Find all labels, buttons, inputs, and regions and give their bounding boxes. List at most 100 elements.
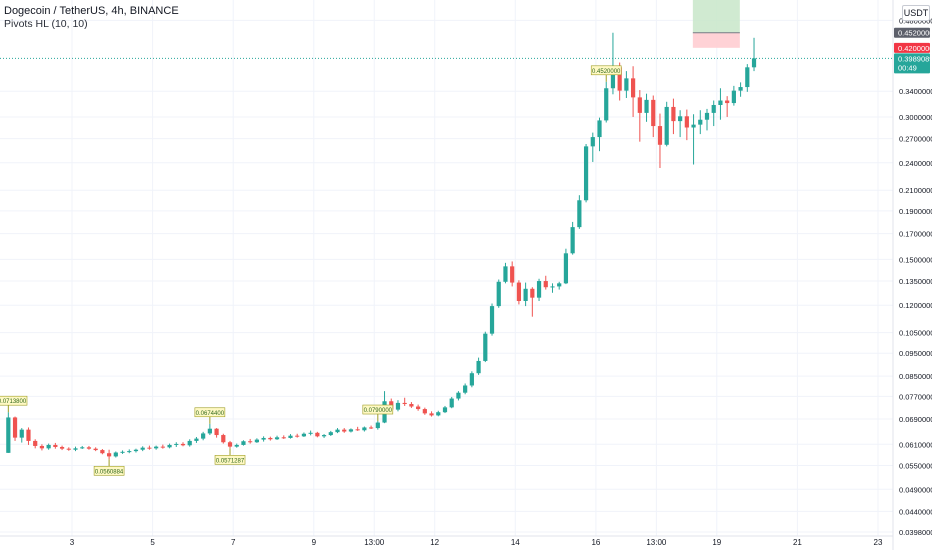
- candle: [342, 428, 347, 433]
- candle: [449, 396, 454, 409]
- candle-body: [147, 447, 152, 449]
- time-axis: 3 5 7 9 13:00 12 14 16 13:00 19 21 23: [70, 538, 883, 547]
- candle-body: [416, 406, 421, 410]
- candle-body: [456, 392, 461, 399]
- candle: [476, 357, 481, 375]
- candle: [631, 66, 636, 117]
- target-zone: [692, 0, 740, 33]
- candle: [321, 434, 327, 438]
- candle: [590, 132, 595, 162]
- candle: [671, 98, 676, 135]
- price-badge-entry: 0.4520000: [894, 27, 932, 38]
- candle: [644, 93, 649, 122]
- candle: [26, 427, 31, 445]
- candle-body: [154, 446, 159, 449]
- candle: [241, 440, 246, 446]
- price-tick-label: 0.0610000: [899, 440, 932, 449]
- candle-body: [315, 432, 320, 437]
- candle: [362, 426, 367, 432]
- stop-zone: [692, 32, 740, 48]
- candle: [147, 445, 152, 450]
- candle: [12, 416, 18, 441]
- candle-body: [66, 448, 71, 450]
- candle: [154, 445, 159, 450]
- candle-body: [550, 286, 555, 288]
- candle: [46, 443, 51, 450]
- candle: [409, 402, 414, 408]
- price-tick-label: 0.1500000: [899, 255, 932, 264]
- candle: [442, 405, 448, 414]
- candle-body: [651, 99, 656, 127]
- price-badge-text: 0.3989089: [898, 54, 932, 63]
- candle-body: [745, 67, 750, 88]
- price-badge-countdown: 00:49: [898, 63, 917, 72]
- candle: [651, 95, 656, 138]
- price-tick-label: 0.0490000: [899, 485, 932, 494]
- candle-body: [241, 441, 246, 445]
- currency-button[interactable]: USDT: [902, 5, 930, 21]
- candle-body: [140, 447, 145, 450]
- candle: [469, 371, 474, 388]
- candle: [234, 443, 239, 448]
- candle: [106, 449, 112, 460]
- candle-body: [395, 402, 401, 410]
- candle: [113, 451, 118, 458]
- price-badge-bg: [894, 42, 930, 53]
- candle-body: [449, 398, 454, 408]
- candle-body: [664, 106, 669, 145]
- candle-body: [516, 282, 521, 301]
- candle: [248, 438, 253, 444]
- candle: [678, 110, 683, 138]
- candle-body: [93, 448, 98, 451]
- candle-body: [106, 453, 112, 457]
- candle-body: [335, 429, 340, 433]
- price-badge-bg: [894, 27, 930, 38]
- candle-body: [684, 116, 689, 128]
- candle-body: [33, 440, 38, 446]
- candle: [80, 445, 85, 450]
- candle: [738, 82, 743, 97]
- candle-body: [6, 417, 11, 453]
- candle-body: [127, 451, 132, 453]
- candle: [207, 423, 212, 436]
- price-tick-label: 0.1900000: [899, 207, 932, 216]
- pivot-label-box: [93, 465, 125, 476]
- pivot-label-box: [194, 407, 226, 418]
- candle-body: [180, 443, 186, 446]
- candle-body: [725, 100, 730, 104]
- pivot-label-text: 0.0790000: [364, 408, 393, 414]
- candle: [483, 331, 488, 363]
- candle-body: [751, 58, 757, 68]
- price-tick-label: 0.0440000: [899, 507, 932, 516]
- candle: [180, 442, 186, 447]
- candle: [160, 444, 165, 449]
- candle: [59, 445, 65, 451]
- time-tick-label: 14: [511, 538, 520, 547]
- candle: [691, 114, 696, 165]
- candle-body: [321, 435, 327, 437]
- time-tick-label: 13:00: [364, 538, 385, 547]
- price-tick-label: 0.3000000: [899, 113, 932, 122]
- candle: [725, 96, 730, 117]
- candle: [86, 445, 92, 450]
- price-tick-label: 0.0850000: [899, 372, 932, 381]
- candle-body: [617, 67, 622, 91]
- price-badge-text: 0.4520000: [898, 29, 932, 38]
- candle: [597, 117, 602, 152]
- price-tick-label: 0.0950000: [899, 349, 932, 358]
- candle: [745, 64, 750, 92]
- candle: [308, 430, 313, 436]
- candle-body: [133, 449, 139, 452]
- price-tick-label: 0.0398000: [899, 528, 932, 537]
- candle-body: [503, 266, 508, 282]
- candle-body: [227, 442, 233, 447]
- candle: [221, 433, 226, 444]
- indicator-title: Pivots HL (10, 10): [4, 18, 88, 30]
- candle-body: [254, 439, 259, 443]
- candle-body: [570, 227, 575, 254]
- price-tick-label: 0.1350000: [899, 277, 932, 286]
- candle-body: [234, 444, 239, 447]
- candle-body: [26, 429, 31, 441]
- price-badge-stop: 0.4200000: [894, 42, 932, 53]
